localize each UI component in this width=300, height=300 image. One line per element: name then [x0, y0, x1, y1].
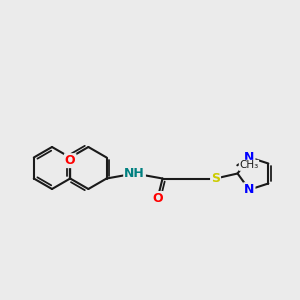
Text: O: O: [65, 154, 76, 167]
Text: NH: NH: [124, 167, 145, 180]
Text: N: N: [244, 183, 254, 196]
Text: S: S: [211, 172, 220, 185]
Text: CH₃: CH₃: [239, 160, 259, 170]
Text: O: O: [152, 192, 163, 205]
Text: N: N: [244, 151, 254, 164]
